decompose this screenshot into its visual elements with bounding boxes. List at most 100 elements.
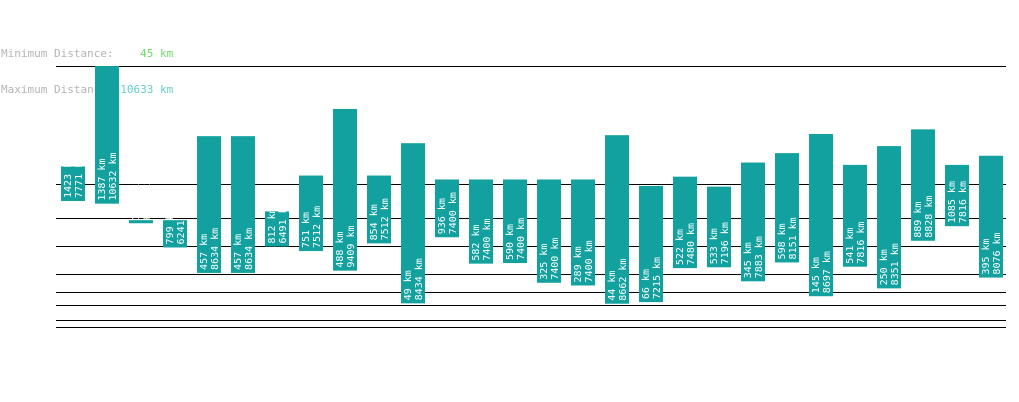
- bar-18-min-label: 66 km: [641, 269, 652, 299]
- bar-22: [775, 153, 799, 263]
- bar-14: [503, 179, 527, 264]
- bar-group-18: 66 km 7215 km: [639, 185, 663, 303]
- bar-25-max-label: 8351 km: [890, 243, 901, 285]
- bar-17-min-label: 44 km: [607, 271, 618, 301]
- bar-9-max-label: 9409 km: [346, 225, 357, 267]
- bar-28-max-label: 8076 km: [992, 232, 1003, 274]
- bar-group-17: 44 km 8662 km: [605, 135, 629, 304]
- bar-15: [537, 179, 561, 283]
- bar-6-max-label: 8634 km: [244, 228, 255, 270]
- bar-4-min-label: 799 km: [165, 208, 176, 244]
- bar-15-max-label: 7400 km: [550, 238, 561, 280]
- bar-3: [129, 220, 153, 224]
- bar-20-min-label: 533 km: [709, 228, 720, 264]
- bar-group-20: 533 km 7196 km: [707, 186, 731, 268]
- bar-3-min-label: 1124 km: [131, 178, 142, 220]
- bar-26-min-label: 889 km: [913, 202, 924, 238]
- bar-10-max-label: 7512 km: [380, 198, 391, 240]
- bar-group-2: 1387 km 10632 km: [95, 66, 119, 204]
- bar-28-min-label: 395 km: [981, 238, 992, 274]
- bar-1-max-label: 7771 km: [74, 156, 85, 198]
- bar-2: [95, 66, 119, 204]
- bar-14-min-label: 590 km: [505, 224, 516, 260]
- bar-11-min-label: 49 km: [403, 270, 414, 300]
- bar-21: [741, 162, 765, 282]
- bar-1: [61, 166, 85, 201]
- bar-24-max-label: 7816 km: [856, 222, 867, 264]
- bar-19-min-label: 522 km: [675, 229, 686, 265]
- bar-5-min-label: 457 km: [199, 234, 210, 270]
- bar-group-22: 598 km 8151 km: [775, 153, 799, 263]
- bar-20-max-label: 7196 km: [720, 222, 731, 264]
- bar-group-4: 799 km 6241 km: [163, 202, 187, 248]
- bar-group-6: 457 km 8634 km: [231, 136, 255, 273]
- bar-21-min-label: 345 km: [743, 242, 754, 278]
- bar-5: [197, 136, 221, 273]
- bar-10: [367, 175, 391, 244]
- bar-6: [231, 136, 255, 273]
- bar-1-min-label: 1423 km: [63, 156, 74, 198]
- bars: 1423 km 7771 km 1387 km 10632 km 1124 km 6241…: [61, 66, 1003, 304]
- bar-26-max-label: 8828 km: [924, 196, 935, 238]
- bar-7-min-label: 812 km: [267, 207, 278, 243]
- bar-14-max-label: 7400 km: [516, 218, 527, 260]
- bar-group-24: 541 km 7816 km: [843, 164, 867, 267]
- bar-16: [571, 179, 595, 286]
- bar-22-min-label: 598 km: [777, 223, 788, 259]
- bar-group-3: 1124 km 6241 km: [129, 178, 153, 224]
- bar-25: [877, 146, 901, 289]
- bar-16-max-label: 7400 km: [584, 240, 595, 282]
- bar-23-max-label: 8697 km: [822, 251, 833, 293]
- bar-group-28: 395 km 8076 km: [979, 155, 1003, 278]
- bar-15-min-label: 325 km: [539, 244, 550, 280]
- bar-24: [843, 164, 867, 267]
- bar-9-min-label: 488 km: [335, 232, 346, 268]
- bar-19-max-label: 7480 km: [686, 223, 697, 265]
- bar-group-25: 250 km 8351 km: [877, 146, 901, 289]
- bar-group-21: 345 km 7883 km: [741, 162, 765, 282]
- bar-group-15: 325 km 7400 km: [537, 179, 561, 283]
- bar-22-max-label: 8151 km: [788, 217, 799, 259]
- bar-8-min-label: 751 km: [301, 212, 312, 248]
- bar-12-max-label: 7400 km: [448, 192, 459, 234]
- bar-19: [673, 176, 697, 269]
- bar-27-min-label: 1085 km: [947, 181, 958, 223]
- bar-18-max-label: 7215 km: [652, 257, 663, 299]
- bar-2-max-label: 10632 km: [108, 152, 119, 200]
- bar-11-max-label: 8434 km: [414, 258, 425, 300]
- minimum-distance-row: Minimum Distance: 45 km: [1, 48, 173, 60]
- bar-8: [299, 175, 323, 252]
- bar-12-min-label: 936 km: [437, 198, 448, 234]
- bar-group-12: 936 km 7400 km: [435, 179, 459, 238]
- bar-27-max-label: 7816 km: [958, 181, 969, 223]
- bar-group-26: 889 km 8828 km: [911, 129, 935, 241]
- maximum-distance-value: 10633 km: [120, 83, 174, 96]
- bar-5-max-label: 8634 km: [210, 228, 221, 270]
- bar-13-max-label: 7400 km: [482, 218, 493, 260]
- bar-group-10: 854 km 7512 km: [367, 175, 391, 244]
- bar-13: [469, 179, 493, 264]
- bar-24-min-label: 541 km: [845, 228, 856, 264]
- bar-group-11: 49 km 8434 km: [401, 143, 425, 304]
- bar-group-19: 522 km 7480 km: [673, 176, 697, 269]
- bar-13-min-label: 582 km: [471, 225, 482, 261]
- bar-8-max-label: 7512 km: [312, 206, 323, 248]
- bar-28: [979, 155, 1003, 278]
- bar-group-14: 590 km 7400 km: [503, 179, 527, 264]
- bar-17: [605, 135, 629, 304]
- bar-18: [639, 185, 663, 303]
- bar-6-min-label: 457 km: [233, 234, 244, 270]
- bar-9: [333, 108, 357, 271]
- bar-26: [911, 129, 935, 241]
- bar-12: [435, 179, 459, 238]
- bar-group-16: 289 km 7400 km: [571, 179, 595, 286]
- bar-10-min-label: 854 km: [369, 204, 380, 240]
- bar-20: [707, 186, 731, 268]
- bar-21-max-label: 7883 km: [754, 236, 765, 278]
- bar-27: [945, 164, 969, 227]
- bar-group-27: 1085 km 7816 km: [945, 164, 969, 227]
- bar-3-max-label: 6241 km: [142, 178, 153, 220]
- bar-23-min-label: 145 km: [811, 257, 822, 293]
- minimum-distance-value: 45 km: [140, 47, 174, 60]
